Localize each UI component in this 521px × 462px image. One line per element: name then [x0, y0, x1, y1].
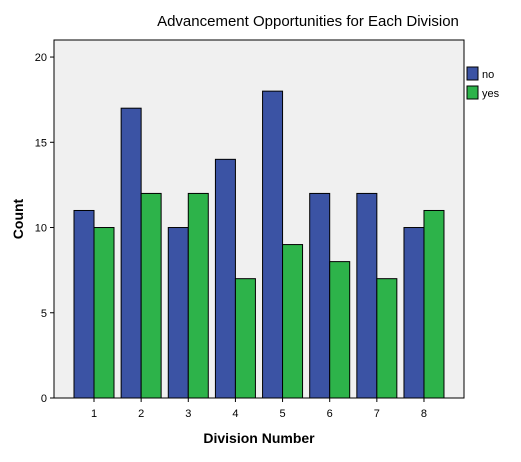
y-tick-label: 0: [41, 393, 47, 405]
bar-yes-division-4: [234, 278, 256, 399]
bar-no-division-6: [309, 192, 331, 399]
y-tick-label: 20: [35, 52, 47, 64]
bar-no-division-2: [120, 107, 142, 399]
bar-no-division-4: [214, 158, 236, 399]
legend: no yes: [466, 66, 500, 100]
y-tick-label: 15: [35, 137, 47, 149]
legend-swatch-yes: [466, 85, 479, 100]
bar-yes-division-7: [376, 278, 398, 399]
bar-yes-division-5: [282, 244, 304, 399]
y-axis-label: Count: [10, 198, 26, 239]
bar-yes-division-8: [423, 209, 445, 399]
x-tick-label: 3: [185, 408, 191, 420]
bar-yes-division-6: [329, 261, 351, 399]
x-tick-label: 1: [91, 408, 97, 420]
legend-label-no: no: [482, 69, 494, 81]
legend-swatch-no: [466, 66, 479, 81]
bar-yes-division-2: [140, 192, 162, 399]
x-tick-label: 7: [374, 408, 380, 420]
bar-no-division-7: [356, 192, 378, 399]
x-tick-label: 6: [327, 408, 333, 420]
bars: [73, 90, 445, 399]
chart-title: Advancement Opportunities for Each Divis…: [157, 13, 459, 30]
legend-label-yes: yes: [482, 88, 500, 100]
bar-no-division-5: [262, 90, 284, 399]
y-axis: 0 5 10 15 20: [35, 52, 54, 405]
y-tick-label: 5: [41, 308, 47, 320]
x-tick-label: 4: [232, 408, 238, 420]
bar-no-division-8: [403, 227, 425, 399]
bar-no-division-1: [73, 209, 95, 399]
x-tick-label: 8: [421, 408, 427, 420]
x-axis: 1 2 3 4 5 6 7 8: [91, 398, 427, 420]
y-tick-label: 10: [35, 223, 47, 235]
bar-yes-division-3: [187, 192, 209, 399]
bar-yes-division-1: [93, 227, 115, 399]
x-axis-label: Division Number: [203, 430, 315, 446]
bar-no-division-3: [167, 227, 189, 399]
plot-area: [53, 39, 465, 399]
x-tick-label: 2: [138, 408, 144, 420]
x-tick-label: 5: [279, 408, 285, 420]
